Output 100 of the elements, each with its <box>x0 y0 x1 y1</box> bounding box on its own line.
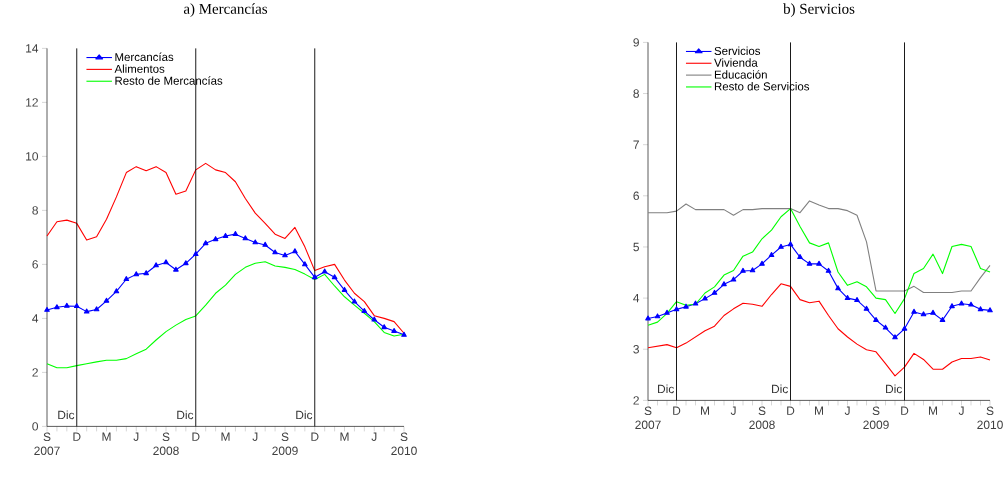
point <box>262 241 268 247</box>
point <box>163 259 169 265</box>
x-tick-label: S 2007 <box>34 432 60 455</box>
legend-label: Servicios <box>714 46 761 55</box>
point <box>702 295 708 301</box>
point <box>321 268 328 274</box>
x-tick-label: M <box>815 406 823 415</box>
point <box>54 303 60 309</box>
y-tick-label: 8 <box>633 89 639 98</box>
y-tick-label: 6 <box>32 259 38 269</box>
point <box>341 286 348 292</box>
point <box>351 298 358 304</box>
x-tick-label: D <box>901 406 909 415</box>
point <box>371 316 378 322</box>
x-tick-label: D <box>673 406 681 415</box>
x-tick-label: D <box>311 432 319 441</box>
x-tick-label: M <box>929 406 937 415</box>
x-tick-label: M <box>102 432 111 441</box>
y-tick-label: 3 <box>633 344 639 354</box>
point <box>692 300 699 306</box>
ref-line-label: Dic <box>772 384 788 393</box>
point <box>302 261 308 267</box>
x-tick-label: J <box>844 406 850 415</box>
point <box>232 230 239 236</box>
point <box>83 308 90 314</box>
x-tick-label: J <box>133 432 139 441</box>
y-tick-label: 10 <box>26 151 39 161</box>
y-tick-label: 6 <box>633 191 639 200</box>
point <box>664 309 670 315</box>
point <box>721 280 727 286</box>
x-tick-label: S 2009 <box>863 406 889 429</box>
x-tick-label: D <box>787 406 795 415</box>
point <box>202 239 209 245</box>
point <box>183 259 189 265</box>
point <box>252 239 259 245</box>
x-tick-label: S 2008 <box>749 406 775 429</box>
point <box>64 302 70 308</box>
point <box>381 323 387 329</box>
ref-line-label: Dic <box>658 384 674 393</box>
ref-line-label: Dic <box>296 410 313 419</box>
point <box>391 327 397 333</box>
point <box>212 235 219 241</box>
x-tick-label: M <box>340 432 349 441</box>
line-series <box>46 260 405 369</box>
point <box>749 267 756 273</box>
x-tick-label: M <box>221 432 230 441</box>
y-tick-label: 8 <box>32 205 38 215</box>
point <box>113 288 120 294</box>
y-tick-label: 2 <box>32 368 38 377</box>
point <box>873 316 879 322</box>
point <box>844 294 851 300</box>
line-series <box>647 207 991 326</box>
ref-line-label: Dic <box>58 410 75 419</box>
point <box>987 307 993 313</box>
y-tick-label: 2 <box>633 396 639 405</box>
y-tick-label: 14 <box>26 44 39 53</box>
point <box>882 324 889 330</box>
point <box>401 331 407 337</box>
point <box>835 285 841 291</box>
point <box>292 248 298 254</box>
legend-label: Alimentos <box>114 64 165 73</box>
point <box>173 266 179 272</box>
point <box>645 315 651 321</box>
x-tick-label: J <box>252 432 258 441</box>
point <box>133 271 140 277</box>
point <box>778 243 784 249</box>
y-tick-label: 12 <box>26 98 38 107</box>
x-tick-label: D <box>73 432 81 441</box>
point <box>892 334 898 340</box>
x-tick-label: J <box>958 406 964 415</box>
point <box>654 313 661 319</box>
point <box>192 250 199 256</box>
x-tick-label: J <box>371 432 377 441</box>
point <box>759 260 765 266</box>
point <box>816 260 822 266</box>
x-tick-label: S 2009 <box>272 432 298 455</box>
x-tick-label: S 2008 <box>153 432 179 455</box>
point <box>123 275 130 281</box>
legend-label: Mercancías <box>115 52 174 61</box>
point <box>730 276 737 282</box>
y-tick-label: 9 <box>633 37 639 47</box>
point <box>311 274 318 280</box>
point <box>968 301 974 307</box>
chart-title: b) Servicios <box>783 3 855 17</box>
point <box>825 267 832 273</box>
point <box>331 274 338 280</box>
y-tick-label: 0 <box>32 421 39 431</box>
point <box>242 235 249 241</box>
point <box>282 252 288 258</box>
point <box>153 262 159 268</box>
point <box>806 260 813 266</box>
y-tick-label: 4 <box>32 314 39 323</box>
point <box>44 306 50 312</box>
point <box>73 302 80 308</box>
point <box>103 297 110 303</box>
y-tick-label: 5 <box>633 242 639 251</box>
point <box>222 232 229 238</box>
point <box>683 303 689 309</box>
point <box>797 253 803 259</box>
point <box>977 306 984 312</box>
